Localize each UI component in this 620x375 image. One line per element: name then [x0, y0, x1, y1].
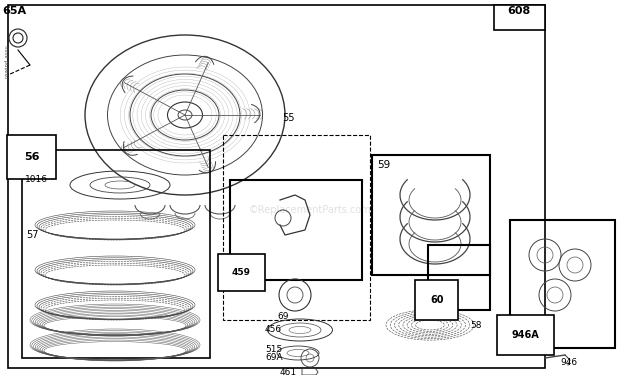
Text: 946: 946	[560, 358, 577, 367]
Bar	[494, 5, 545, 30]
Bar	[428, 245, 490, 310]
Text: 58: 58	[470, 321, 482, 330]
Bar	[372, 155, 490, 275]
Text: 456: 456	[265, 326, 282, 334]
Text: rewind assy: rewind assy	[5, 45, 10, 78]
Text: 55: 55	[282, 113, 294, 123]
Text: 69: 69	[277, 312, 289, 321]
Text: 65A: 65A	[2, 6, 26, 16]
Bar	[22, 150, 210, 358]
Bar	[223, 135, 370, 320]
Text: ©ReplacementParts.com: ©ReplacementParts.com	[249, 205, 371, 215]
Bar	[230, 180, 362, 280]
Text: 69A: 69A	[265, 354, 283, 363]
Text: 459: 459	[232, 268, 251, 277]
Text: 515: 515	[265, 345, 282, 354]
Text: 1016: 1016	[25, 176, 48, 184]
Text: 56: 56	[24, 152, 40, 162]
Text: 59: 59	[377, 160, 390, 170]
Text: 60: 60	[430, 295, 443, 305]
Text: 461: 461	[280, 368, 296, 375]
Text: 946A: 946A	[512, 330, 540, 340]
Bar	[8, 5, 545, 368]
Text: 57: 57	[26, 230, 38, 240]
Text: 608: 608	[507, 6, 531, 16]
Bar	[510, 220, 615, 348]
